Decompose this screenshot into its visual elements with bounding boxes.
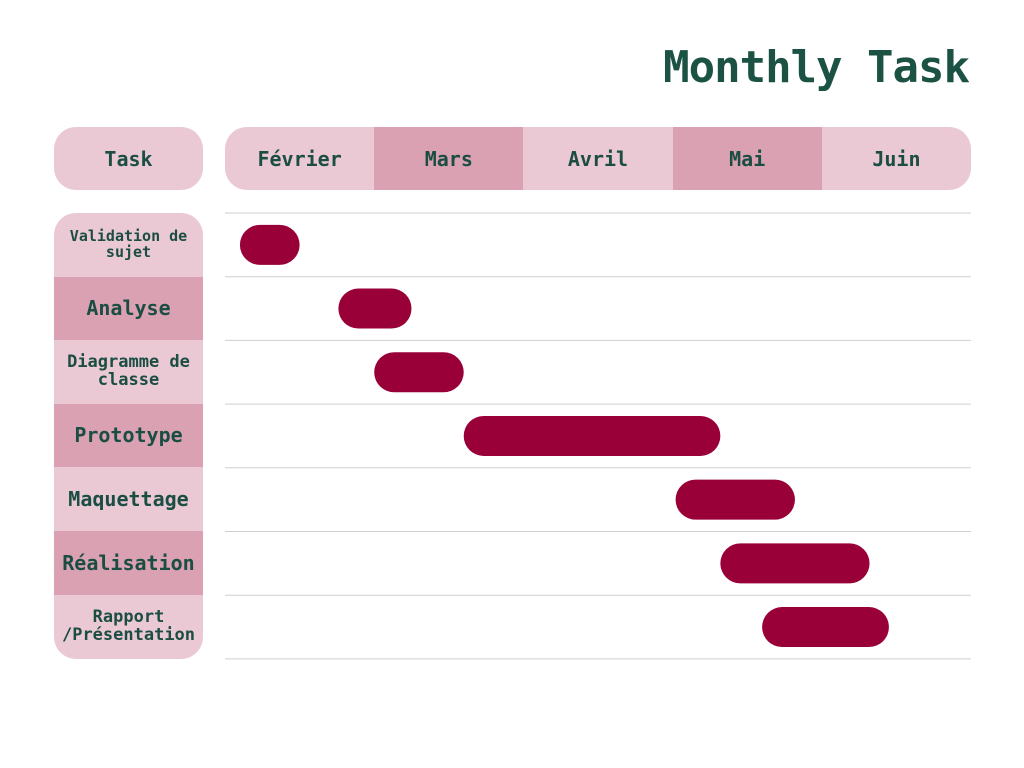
task-bar xyxy=(338,288,412,329)
task-bar xyxy=(463,415,721,456)
task-bar xyxy=(720,543,870,584)
task-bar xyxy=(239,224,300,265)
month-header-mars: Mars xyxy=(374,127,524,190)
task-bar xyxy=(675,479,795,520)
month-header-juin: Juin xyxy=(821,127,971,190)
month-header-mai: Mai xyxy=(672,127,822,190)
month-header-row: Février Mars Avril Mai Juin xyxy=(225,127,971,190)
task-label-rapport: Rapport /Présentation xyxy=(54,595,203,659)
task-bar xyxy=(762,607,889,648)
month-header-avril: Avril xyxy=(523,127,673,190)
chart-title: Monthly Task xyxy=(663,42,970,93)
task-label-analyse: Analyse xyxy=(54,277,203,340)
task-label-realisation: Réalisation xyxy=(54,531,203,595)
task-bar xyxy=(374,352,464,393)
task-label-prototype: Prototype xyxy=(54,404,203,467)
task-label-maquettage: Maquettage xyxy=(54,467,203,531)
task-column-header: Task xyxy=(54,127,203,190)
task-label-column: Validation de sujet Analyse Diagramme de… xyxy=(54,213,203,659)
task-label-validation: Validation de sujet xyxy=(54,213,203,277)
task-label-diagramme: Diagramme de classe xyxy=(54,340,203,404)
month-header-fevrier: Février xyxy=(225,127,375,190)
